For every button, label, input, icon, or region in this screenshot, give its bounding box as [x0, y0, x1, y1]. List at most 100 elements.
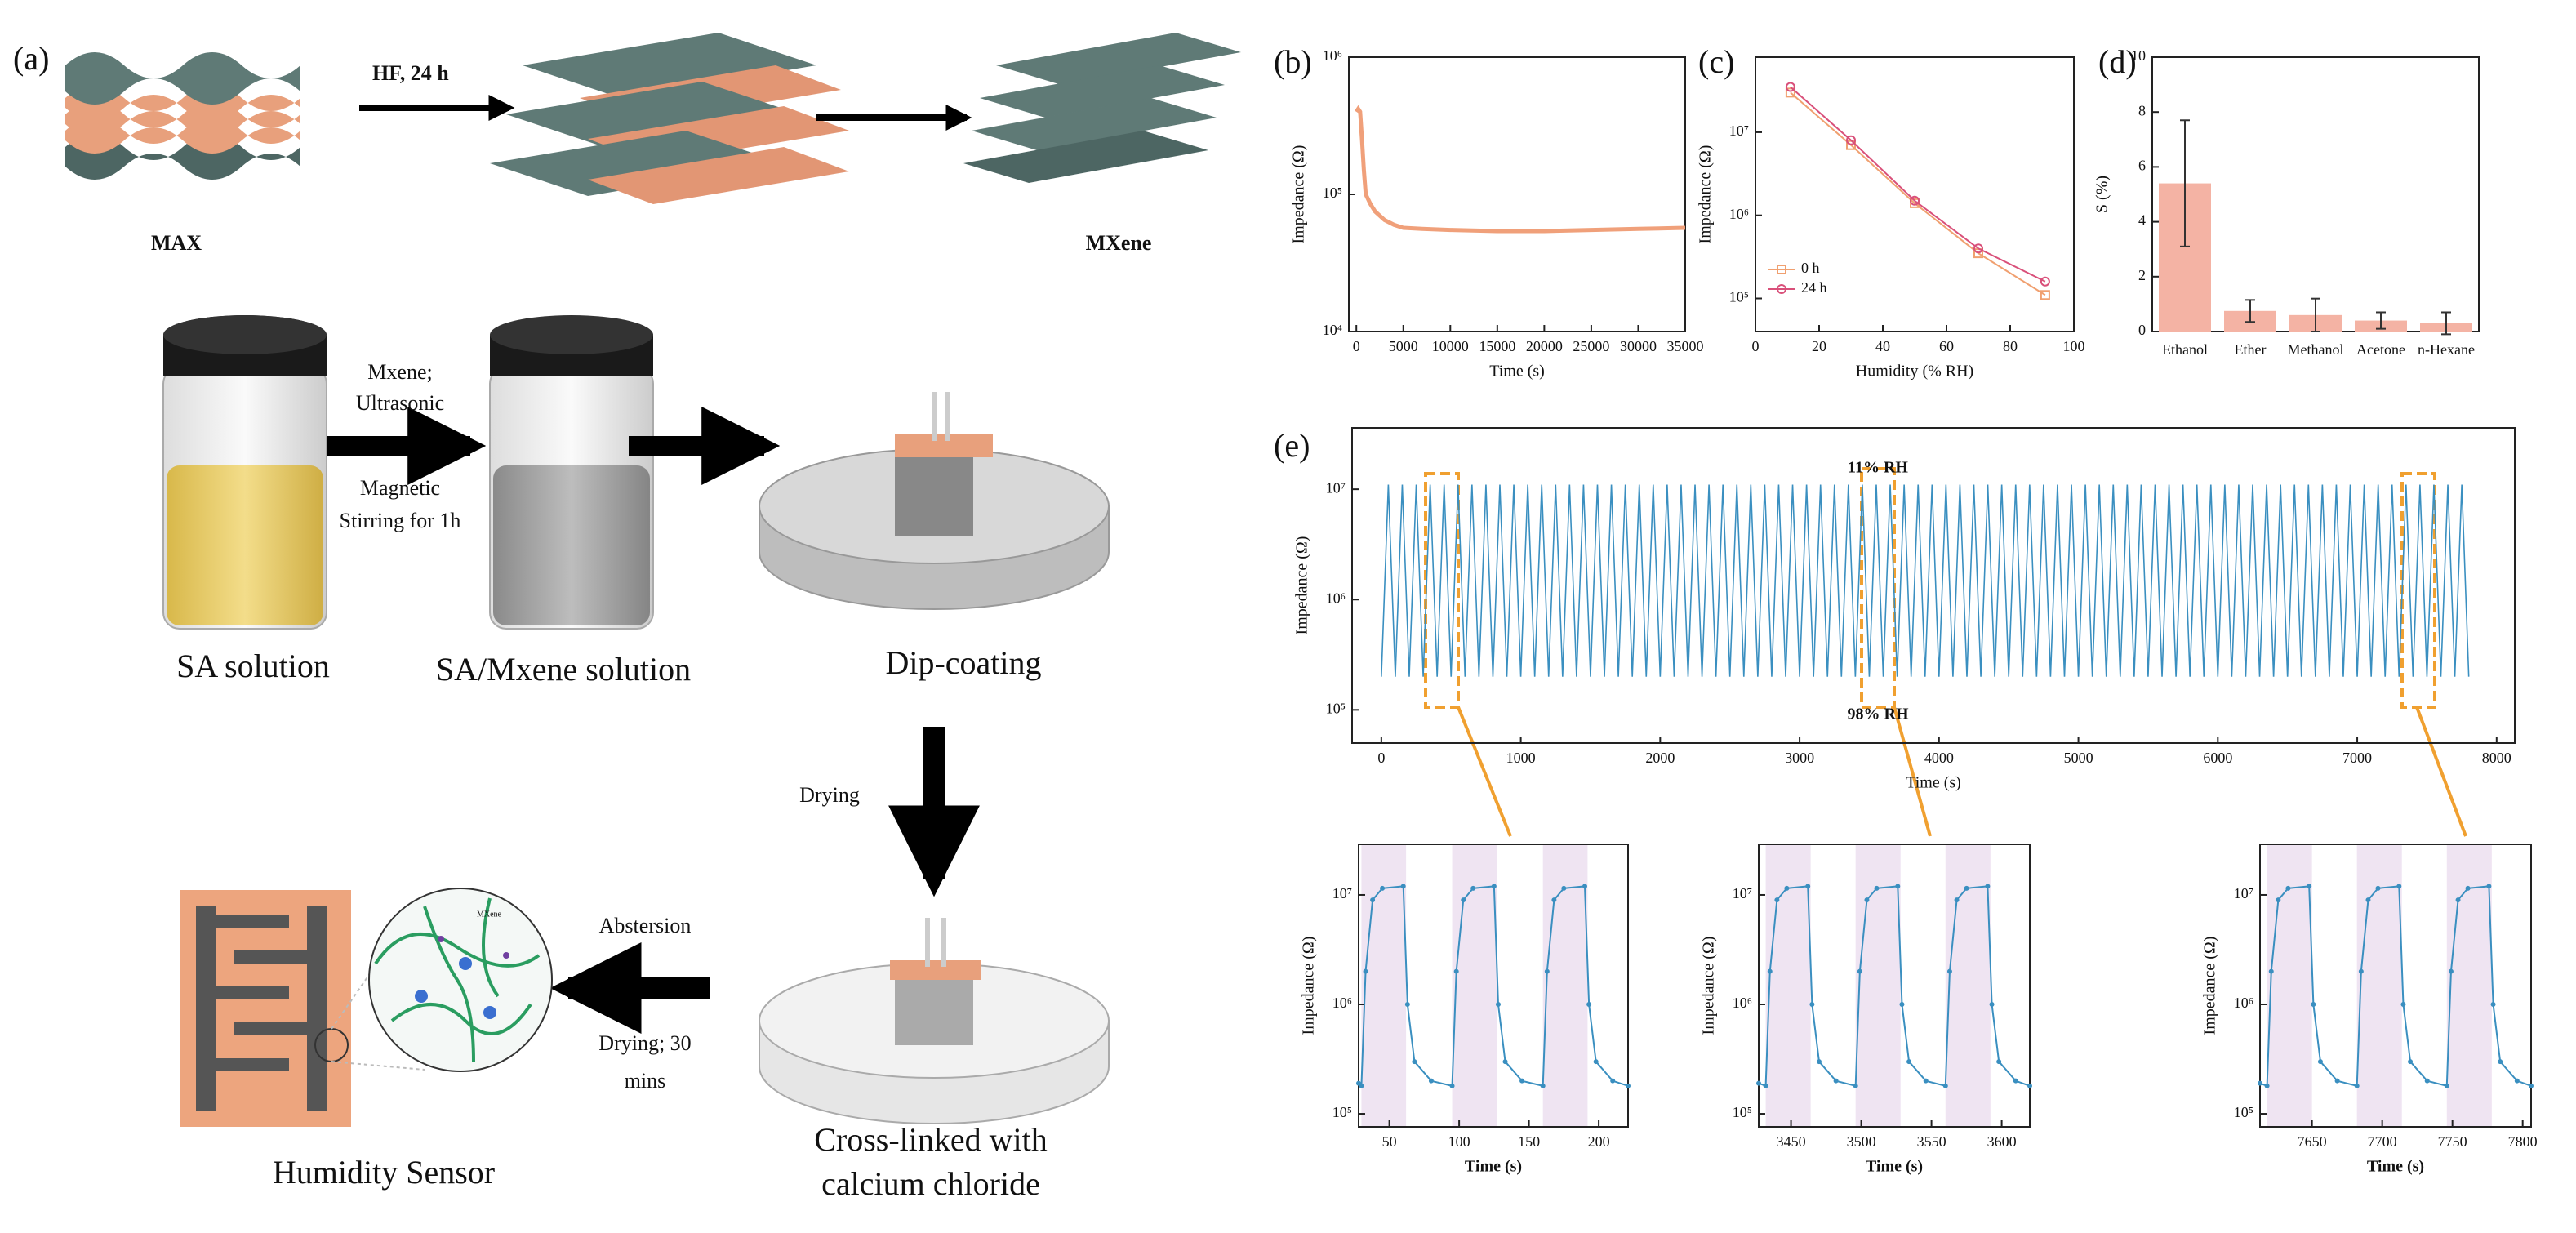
x-axis-label: Humidity (% RH): [1856, 363, 1973, 381]
plot-frame: [1758, 844, 2031, 1128]
marker: [2465, 885, 2471, 891]
x-tick-label: 10000: [1432, 338, 1469, 354]
label: MAX: [151, 231, 202, 255]
panel-label: (a): [13, 40, 49, 77]
legend-label: 0 h: [1801, 260, 1820, 276]
x-tick-label: 25000: [1573, 338, 1609, 354]
x-tick-label: 1000: [1506, 750, 1536, 766]
label: MXene: [477, 910, 502, 919]
y-tick-label: 10⁵: [1733, 1104, 1752, 1120]
x-tick-label: 50: [1382, 1133, 1397, 1150]
marker: [1356, 1080, 1361, 1086]
x-tick-label: 20000: [1526, 338, 1563, 354]
y-axis-label: Impedance (Ω): [1290, 145, 1308, 244]
x-tick-label: 40: [1875, 338, 1890, 354]
data-line: [1758, 885, 2031, 1088]
marker: [2514, 1078, 2520, 1084]
marker: [1767, 968, 1773, 974]
legend-marker: [1777, 284, 1786, 294]
label: Drying; 30: [598, 1031, 691, 1055]
plot-frame: [2259, 844, 2532, 1128]
marker: [2358, 968, 2364, 974]
panel-label: (e): [1274, 427, 1310, 464]
y-tick-label: 10⁶: [2234, 995, 2253, 1011]
x-tick-label: Ethanol: [2162, 341, 2208, 358]
marker: [2354, 1083, 2360, 1088]
marker: [2529, 1083, 2534, 1088]
marker: [1774, 897, 1780, 903]
mxene-layers: [963, 33, 1241, 183]
x-tick-label: 7000: [2342, 750, 2372, 766]
marker: [1906, 1059, 1912, 1065]
x-tick-label: 7800: [2508, 1133, 2538, 1150]
etched-layers: [490, 33, 849, 204]
annotation: 98% RH: [1848, 706, 1909, 723]
label: Abstersion: [599, 914, 692, 937]
max-layers: [65, 52, 300, 180]
marker: [2258, 1080, 2262, 1086]
marker: [2448, 968, 2454, 974]
y-tick-label: 10⁵: [2234, 1104, 2253, 1120]
y-tick-label: 10⁵: [1332, 1104, 1352, 1120]
highlight-span: [1452, 844, 1497, 1127]
y-tick-label: 10⁵: [1326, 700, 1346, 716]
marker: [2285, 885, 2291, 891]
x-axis-label: Time (s): [1465, 1158, 1522, 1176]
highlight-span: [1765, 844, 1811, 1127]
marker: [1428, 1078, 1434, 1084]
marker: [1495, 1001, 1501, 1007]
marker: [2307, 884, 2312, 889]
y-tick-label: 10⁷: [1332, 885, 1352, 901]
marker: [2311, 1001, 2316, 1007]
x-tick-label: 0: [1752, 338, 1760, 354]
marker: [1833, 1078, 1839, 1084]
plot-frame: [1358, 844, 1629, 1128]
y-tick-label: 10⁵: [1323, 185, 1342, 201]
x-tick-label: 0: [1377, 750, 1385, 766]
data-line: [1358, 885, 1629, 1088]
y-tick-label: 10⁷: [1729, 122, 1749, 139]
x-tick-label: Ether: [2235, 341, 2267, 358]
x-tick-label: 5000: [2064, 750, 2093, 766]
label: mins: [625, 1069, 666, 1093]
marker: [1610, 1078, 1616, 1084]
x-tick-label: 7750: [2438, 1133, 2467, 1150]
x-tick-label: 8000: [2482, 750, 2511, 766]
x-tick-label: 20: [1812, 338, 1826, 354]
step-label: HF, 24 h: [372, 61, 449, 85]
x-tick-label: 4000: [1924, 750, 1954, 766]
highlight-span: [1361, 844, 1407, 1127]
marker: [1756, 1080, 1761, 1086]
marker: [1816, 1059, 1822, 1065]
marker: [1864, 897, 1870, 903]
x-tick-label: Methanol: [2288, 341, 2344, 358]
x-tick-label: 2000: [1645, 750, 1675, 766]
y-tick-label: 0: [2138, 322, 2146, 338]
marker: [1540, 1083, 1546, 1088]
y-axis-label: Impedance (Ω): [2201, 937, 2219, 1035]
panel-label: (b): [1274, 43, 1312, 80]
highlight-span: [2356, 844, 2402, 1127]
marker: [1449, 1083, 1455, 1088]
marker: [1809, 1001, 1815, 1007]
data-line: [1790, 91, 2046, 296]
marker: [1954, 897, 1960, 903]
label: calcium chloride: [821, 1165, 1040, 1202]
label: Ultrasonic: [356, 391, 444, 415]
vial: [162, 315, 327, 630]
y-tick-label: 10: [2131, 47, 2146, 64]
x-tick-label: 3600: [1987, 1133, 2017, 1150]
x-tick-label: 80: [2003, 338, 2018, 354]
marker: [2490, 1001, 2496, 1007]
y-axis-label: Impedance (Ω): [1700, 937, 1718, 1035]
plot-frame: [1351, 427, 2516, 744]
y-tick-label: 2: [2138, 267, 2146, 283]
marker: [1582, 884, 1587, 889]
x-tick-label: 3500: [1847, 1133, 1876, 1150]
marker: [1400, 884, 1406, 889]
marker: [2424, 1078, 2430, 1084]
highlight-span: [2446, 844, 2492, 1127]
marker: [1996, 1059, 2002, 1065]
marker: [2444, 1083, 2449, 1088]
marker: [2040, 276, 2050, 287]
